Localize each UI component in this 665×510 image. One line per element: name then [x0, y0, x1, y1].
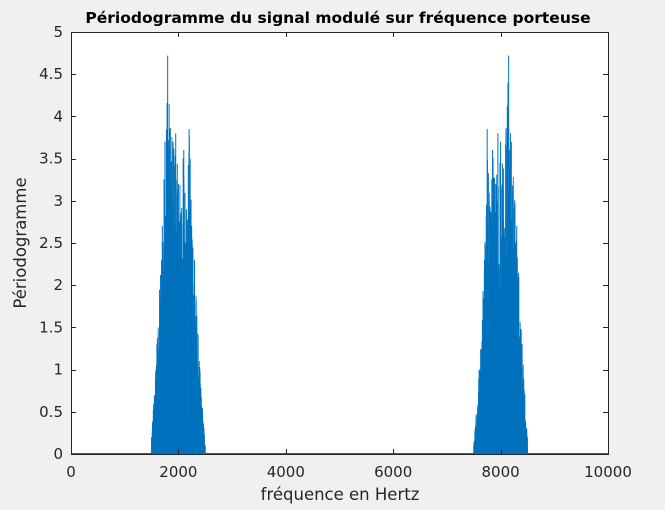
axes-box	[71, 32, 609, 455]
x-tick-label: 4000	[267, 463, 305, 481]
ticks	[71, 32, 609, 455]
y-tick-label: 4.5	[39, 65, 63, 83]
x-tick-label: 8000	[482, 463, 520, 481]
y-tick-label: 1	[53, 361, 63, 379]
y-tick-label: 0.5	[39, 403, 63, 421]
y-tick-label: 0	[53, 445, 63, 463]
y-axis-label: Périodogramme	[11, 177, 30, 308]
y-tick-label: 2	[53, 276, 63, 294]
data-series	[71, 55, 608, 454]
y-tick-label: 3.5	[39, 150, 63, 168]
y-tick-labels: 0 0.5 1 1.5 2 2.5 3 3.5 4 4.5 5	[39, 23, 63, 463]
y-tick-label: 5	[53, 23, 63, 41]
x-tick-label: 2000	[159, 463, 197, 481]
x-tick-label: 10000	[584, 463, 632, 481]
y-tick-label: 2.5	[39, 234, 63, 252]
x-tick-label: 6000	[374, 463, 412, 481]
y-tick-label: 1.5	[39, 318, 63, 336]
x-axis-label: fréquence en Hertz	[261, 485, 420, 504]
y-tick-label: 4	[53, 107, 63, 125]
x-tick-labels: 0 2000 4000 6000 8000 10000	[66, 463, 632, 481]
chart-title: Périodogramme du signal modulé sur fréqu…	[85, 9, 590, 27]
x-tick-label: 0	[66, 463, 76, 481]
plot-area	[71, 32, 609, 455]
y-tick-label: 3	[53, 192, 63, 210]
